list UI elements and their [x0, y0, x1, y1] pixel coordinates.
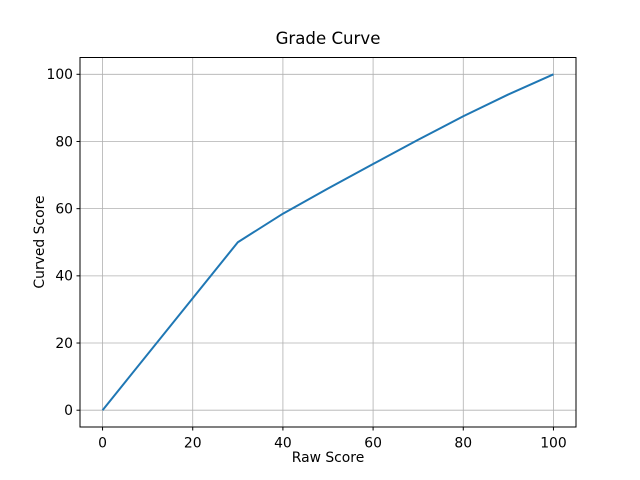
x-tick-label: 40 [274, 436, 292, 452]
y-tick-label: 60 [55, 201, 73, 217]
y-tick-labels: 0 20 40 60 80 100 [46, 67, 73, 419]
plot-border [79, 57, 577, 428]
y-axis-label: Curved Score [32, 195, 48, 288]
data-line [101, 73, 554, 411]
axis-ticks [76, 73, 554, 431]
y-tick-label: 100 [46, 67, 73, 83]
y-tick-label: 40 [55, 269, 73, 285]
y-tick-label: 20 [55, 336, 73, 352]
x-axis-label: Raw Score [292, 450, 365, 466]
x-tick-label: 80 [454, 436, 472, 452]
chart-title: Grade Curve [276, 29, 381, 48]
y-tick-label: 0 [64, 403, 73, 419]
grid-lines [80, 57, 576, 427]
x-tick-label: 0 [98, 436, 107, 452]
x-tick-label: 20 [184, 436, 202, 452]
x-tick-labels: 0 20 40 60 80 100 [98, 436, 567, 452]
x-tick-label: 60 [364, 436, 382, 452]
y-tick-label: 80 [55, 134, 73, 150]
x-tick-label: 100 [540, 436, 567, 452]
data-line-group [101, 73, 554, 411]
